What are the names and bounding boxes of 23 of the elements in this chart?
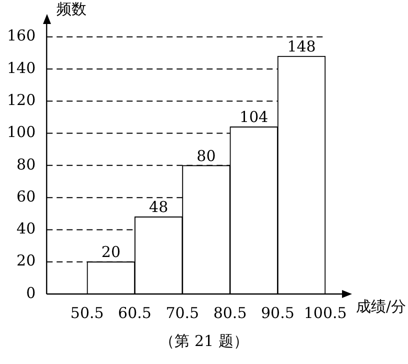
y-tick-label: 100 [6, 123, 36, 142]
y-tick-label: 80 [16, 155, 36, 174]
data-label: 104 [240, 108, 268, 126]
y-tick-label: 120 [6, 91, 36, 110]
x-tick-label: 100.5 [304, 304, 347, 322]
x-axis-title: 成绩/分 [356, 297, 406, 316]
y-tick-label: 40 [16, 220, 36, 238]
data-label: 48 [149, 198, 168, 216]
data-label: 148 [287, 38, 316, 56]
data-label: 80 [196, 146, 216, 165]
x-tick-label: 50.5 [70, 304, 104, 322]
x-tick-label: 60.5 [118, 304, 152, 322]
data-label: 20 [101, 243, 120, 262]
y-tick-label: 140 [6, 58, 36, 77]
x-tick-label: 90.5 [260, 304, 294, 322]
x-tick-label: 80.5 [213, 304, 247, 322]
x-tick-label: 70.5 [166, 304, 200, 322]
y-tick-label: 60 [16, 187, 36, 206]
y-tick-label: 0 [26, 284, 36, 302]
y-tick-label: 20 [16, 252, 36, 270]
y-axis-title: 频数 [56, 0, 87, 18]
y-tick-label: 160 [6, 26, 36, 45]
text: （第 21 题） [158, 332, 250, 351]
